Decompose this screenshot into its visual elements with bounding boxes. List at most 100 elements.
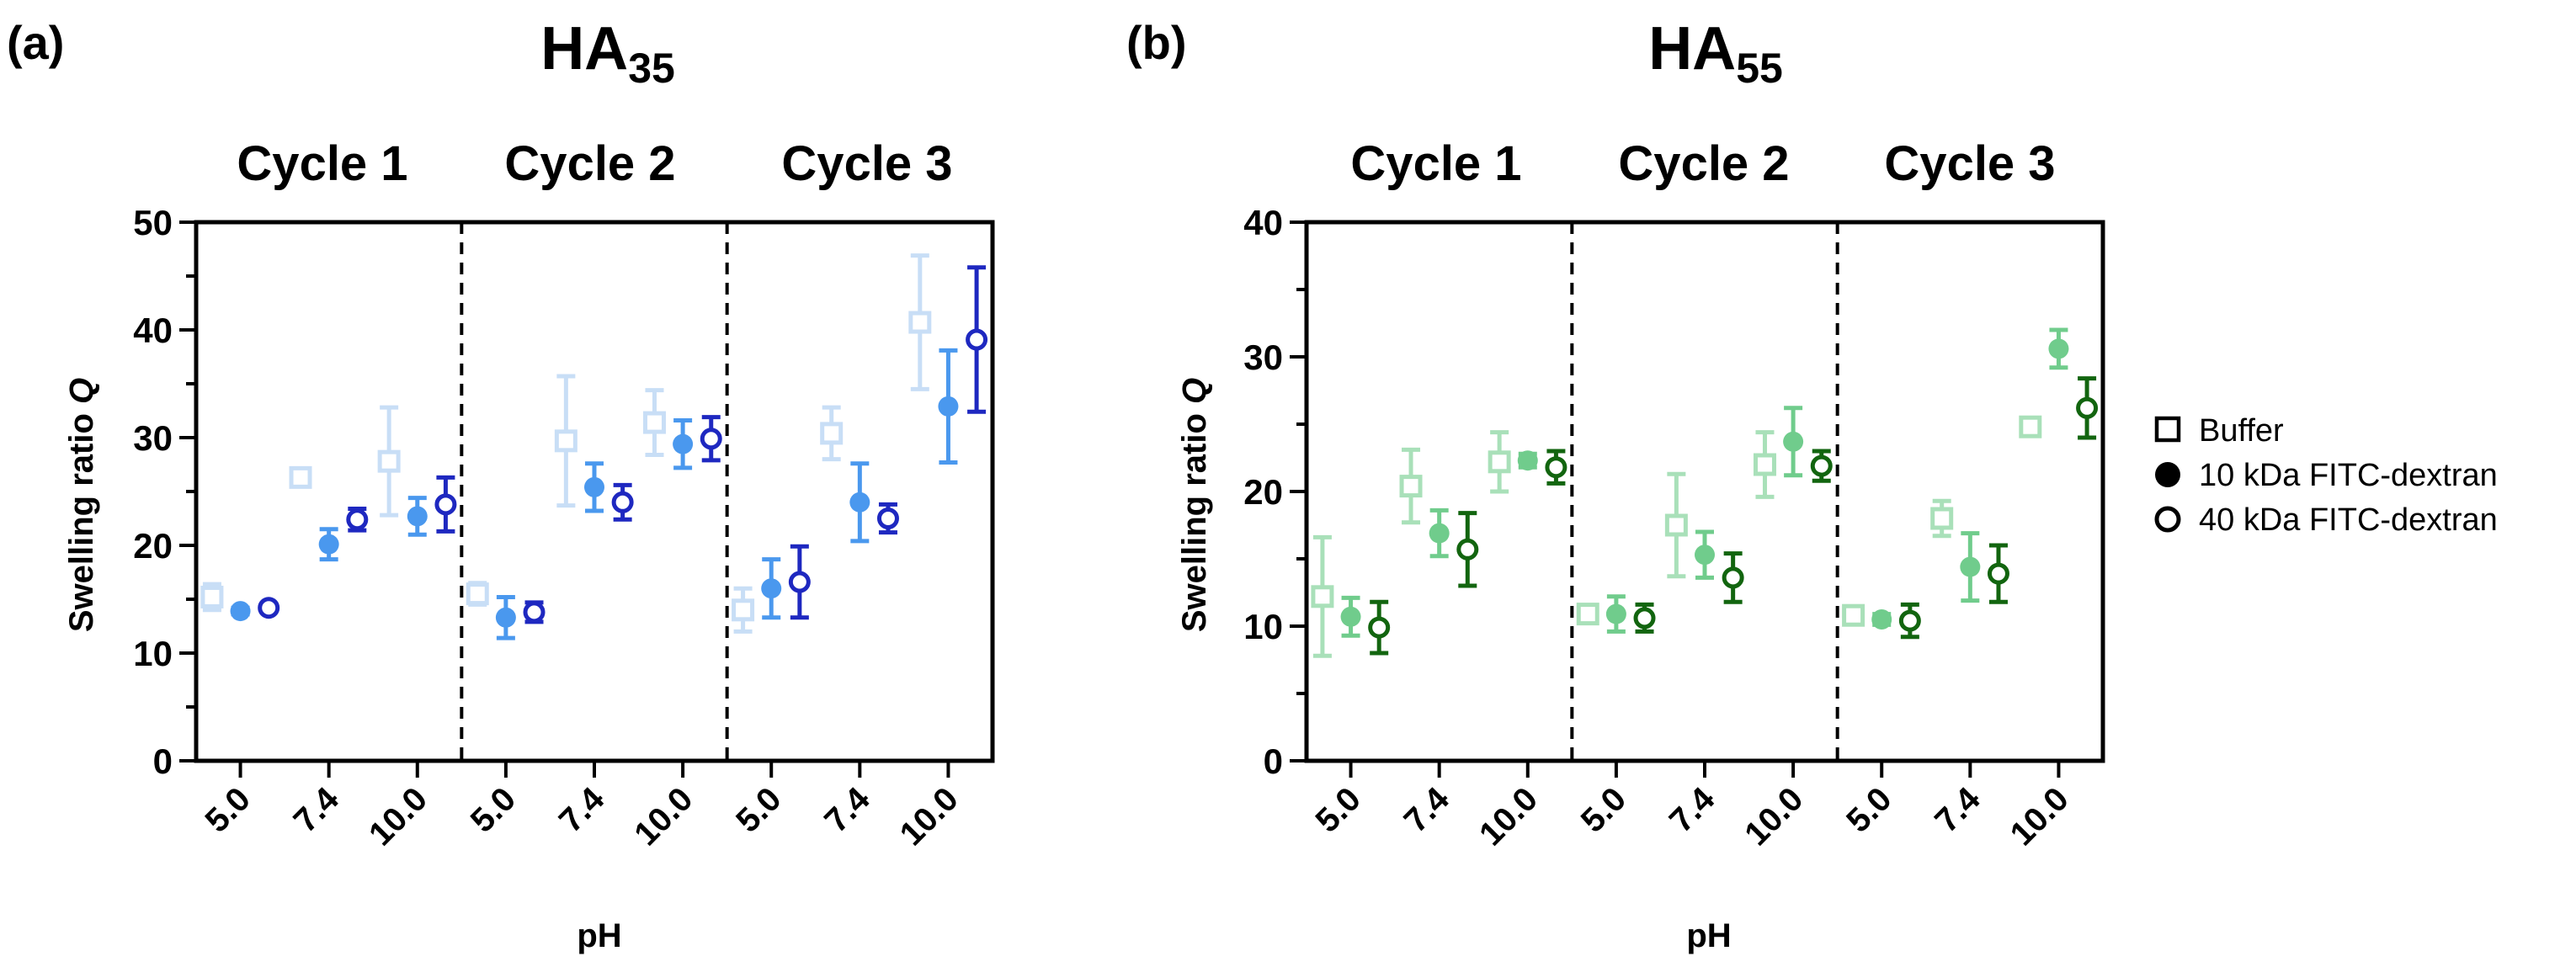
legend-40kda-marker xyxy=(2154,506,2181,533)
dextran-10kda-point xyxy=(1429,523,1450,544)
y-tick-label: 0 xyxy=(153,741,173,781)
dextran-10kda-point xyxy=(761,578,782,599)
panel-b-xlabel: pH xyxy=(1686,917,1731,954)
dextran-10kda-point xyxy=(318,534,339,555)
buffer-point xyxy=(377,449,401,473)
x-tick-label: 10.0 xyxy=(362,780,434,853)
dextran-40kda-point xyxy=(876,507,899,529)
dextran-10kda-point xyxy=(1695,545,1715,566)
dextran-40kda-point xyxy=(434,493,457,516)
y-tick-label: 20 xyxy=(133,526,173,566)
dextran-40kda-point xyxy=(1368,616,1391,639)
x-tick-label: 10.0 xyxy=(2004,780,2076,853)
legend-10kda-label: 10 kDa FITC-dextran xyxy=(2199,458,2498,493)
dextran-10kda-point xyxy=(1871,609,1892,630)
buffer-point xyxy=(1930,507,1954,530)
x-tick-label: 5.0 xyxy=(1308,780,1367,839)
legend-40kda-label: 40 kDa FITC-dextran xyxy=(2199,502,2498,538)
buffer-point xyxy=(289,465,312,489)
buffer-point xyxy=(1576,603,1599,626)
panel-b: (b) HA55 Cycle 1 Cycle 2 Cycle 3 Swellin… xyxy=(1126,15,2105,954)
x-tick-label: 7.4 xyxy=(1397,780,1457,840)
dextran-40kda-point xyxy=(788,571,811,593)
x-tick-label: 7.4 xyxy=(1928,780,1988,840)
dextran-10kda-point xyxy=(407,506,428,527)
dextran-10kda-point xyxy=(2048,338,2069,359)
x-tick-label: 10.0 xyxy=(1472,780,1545,853)
y-tick-label: 40 xyxy=(133,311,173,350)
dextran-10kda-point xyxy=(230,601,251,622)
dextran-10kda-point xyxy=(1960,556,1981,577)
dextran-40kda-point xyxy=(2076,396,2099,419)
dextran-40kda-point xyxy=(700,428,722,450)
panel-a-xlabel: pH xyxy=(577,917,621,954)
legend: Buffer 10 kDa FITC-dextran 40 kDa FITC-d… xyxy=(2154,413,2498,538)
buffer-point xyxy=(554,429,577,453)
x-tick-label: 10.0 xyxy=(627,780,700,853)
dextran-40kda-point xyxy=(1898,609,1921,632)
x-tick-label: 5.0 xyxy=(729,780,788,839)
dextran-10kda-point xyxy=(1340,606,1361,627)
panel-b-cycle-1-label: Cycle 1 xyxy=(1350,136,1521,191)
y-tick-label: 20 xyxy=(1243,472,1283,512)
panel-b-cycle-3-label: Cycle 3 xyxy=(1884,136,2055,191)
panel-a-title: HA35 xyxy=(540,15,675,92)
dextran-40kda-point xyxy=(1456,538,1479,561)
y-tick-label: 0 xyxy=(1264,741,1283,781)
panel-b-ylabel: Swelling ratio Q xyxy=(1176,378,1213,632)
panel-b-cycle-2-label: Cycle 2 xyxy=(1618,136,1789,191)
buffer-point xyxy=(732,598,755,622)
dextran-10kda-point xyxy=(1605,603,1626,624)
dextran-10kda-point xyxy=(1517,450,1538,471)
x-tick-label: 7.4 xyxy=(1663,780,1722,840)
buffer-point xyxy=(1488,450,1511,474)
x-tick-label: 5.0 xyxy=(1839,780,1898,839)
buffer-point xyxy=(2019,415,2042,438)
dextran-40kda-point xyxy=(1545,456,1567,479)
y-tick-label: 30 xyxy=(133,418,173,458)
dextran-40kda-point xyxy=(1810,454,1833,477)
y-tick-label: 50 xyxy=(133,203,173,242)
dextran-10kda-point xyxy=(495,607,516,628)
dextran-40kda-point xyxy=(1633,607,1656,630)
buffer-point xyxy=(642,411,666,434)
dextran-10kda-point xyxy=(1783,431,1804,452)
buffer-point xyxy=(1311,585,1334,608)
dextran-10kda-point xyxy=(849,491,870,513)
dextran-10kda-point xyxy=(673,433,694,454)
legend-10kda-marker xyxy=(2155,462,2180,487)
legend-buffer-marker xyxy=(2154,416,2181,443)
x-tick-label: 10.0 xyxy=(893,780,966,853)
dextran-10kda-point xyxy=(938,396,959,417)
dextran-40kda-point xyxy=(611,491,634,513)
x-tick-label: 7.4 xyxy=(817,780,877,840)
dextran-40kda-point xyxy=(1987,562,2009,585)
panel-a: (a) HA35 Cycle 1 Cycle 2 Cycle 3 Swellin… xyxy=(7,15,995,954)
x-tick-label: 7.4 xyxy=(552,780,612,840)
x-tick-label: 5.0 xyxy=(198,780,257,839)
buffer-point xyxy=(908,311,932,334)
panel-b-title: HA55 xyxy=(1648,15,1783,92)
y-tick-label: 10 xyxy=(133,634,173,673)
dextran-40kda-point xyxy=(258,597,280,619)
buffer-point xyxy=(820,422,844,445)
legend-buffer-label: Buffer xyxy=(2199,413,2284,449)
panel-a-cycle-1-label: Cycle 1 xyxy=(237,136,407,191)
panel-a-cycle-2-label: Cycle 2 xyxy=(504,136,675,191)
buffer-point xyxy=(1399,475,1423,498)
buffer-point xyxy=(1842,603,1865,627)
buffer-point xyxy=(466,582,489,606)
x-tick-label: 5.0 xyxy=(464,780,523,839)
x-tick-label: 10.0 xyxy=(1738,780,1810,853)
panel-b-label: (b) xyxy=(1126,16,1187,69)
dextran-40kda-point xyxy=(966,328,988,351)
x-tick-label: 5.0 xyxy=(1574,780,1633,839)
dextran-40kda-point xyxy=(1722,566,1744,589)
dextran-40kda-point xyxy=(346,508,369,531)
buffer-point xyxy=(200,585,224,608)
dextran-40kda-point xyxy=(523,601,546,624)
dextran-10kda-point xyxy=(584,476,604,497)
panel-a-label: (a) xyxy=(7,16,64,69)
